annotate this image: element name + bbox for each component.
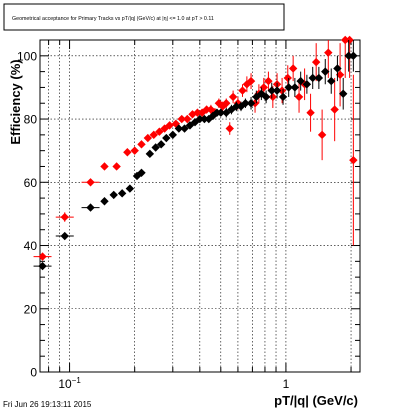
data-point bbox=[284, 83, 293, 92]
data-point bbox=[306, 108, 315, 117]
data-point bbox=[264, 76, 273, 86]
data-point bbox=[317, 130, 327, 140]
data-point bbox=[311, 57, 321, 67]
data-point bbox=[294, 92, 304, 102]
data-point bbox=[327, 76, 336, 86]
data-point bbox=[109, 190, 118, 200]
data-point bbox=[137, 140, 146, 149]
data-point bbox=[314, 73, 324, 83]
data-point bbox=[195, 114, 205, 124]
data-point bbox=[277, 86, 287, 95]
y-tick-label: 20 bbox=[24, 302, 38, 316]
data-point bbox=[272, 86, 282, 95]
data-point bbox=[216, 108, 225, 117]
data-point bbox=[246, 76, 256, 86]
title-box bbox=[3, 3, 285, 31]
data-point bbox=[38, 261, 47, 271]
data-point bbox=[86, 178, 95, 187]
data-point bbox=[193, 108, 202, 117]
data-point bbox=[171, 119, 181, 128]
data-point bbox=[296, 76, 305, 86]
data-point bbox=[321, 67, 330, 76]
axes: 0 20 40 60 80 100 10−1 1 bbox=[17, 40, 360, 391]
data-point bbox=[241, 99, 250, 108]
data-point bbox=[345, 35, 354, 45]
data-point bbox=[162, 133, 171, 143]
data-point bbox=[137, 168, 146, 177]
data-point bbox=[278, 92, 288, 102]
data-point bbox=[151, 143, 160, 152]
data-point bbox=[349, 51, 358, 61]
data-point bbox=[283, 73, 292, 83]
data-point bbox=[100, 197, 109, 206]
data-point bbox=[222, 99, 231, 108]
data-point bbox=[200, 114, 209, 124]
data-point bbox=[145, 149, 155, 159]
data-point bbox=[333, 64, 342, 73]
data-point bbox=[165, 121, 174, 130]
data-point bbox=[261, 92, 271, 102]
data-point bbox=[290, 83, 300, 92]
data-point bbox=[225, 124, 234, 133]
data-point bbox=[268, 92, 278, 102]
data-point bbox=[267, 86, 276, 95]
data-point bbox=[123, 148, 132, 157]
y-tick-label: 60 bbox=[24, 176, 38, 190]
data-point bbox=[183, 114, 192, 124]
series-1 bbox=[33, 40, 358, 271]
data-point bbox=[339, 89, 348, 98]
data-point bbox=[246, 99, 256, 108]
y-tick-label: 0 bbox=[30, 366, 37, 380]
data-point bbox=[125, 184, 135, 193]
data-point bbox=[177, 114, 186, 124]
data-point bbox=[86, 203, 95, 212]
series-0 bbox=[33, 35, 358, 261]
data-point bbox=[130, 146, 139, 155]
data-point bbox=[202, 105, 211, 114]
data-point bbox=[228, 92, 238, 102]
data-point bbox=[156, 140, 166, 149]
data-point bbox=[233, 99, 243, 108]
data-point bbox=[324, 48, 333, 57]
data-point bbox=[149, 130, 158, 140]
data-point bbox=[180, 124, 189, 133]
data-point bbox=[308, 73, 317, 83]
data-point bbox=[218, 102, 227, 111]
data-point bbox=[188, 110, 197, 119]
data-point bbox=[168, 130, 177, 140]
data-point bbox=[60, 231, 69, 241]
x-tick-label: 1 bbox=[283, 377, 290, 391]
footer-timestamp: Fri Jun 26 19:13:11 2015 bbox=[3, 400, 92, 409]
data-point bbox=[288, 64, 298, 73]
data-point bbox=[335, 70, 345, 79]
data-point bbox=[341, 35, 350, 45]
chart-title: Geometrical acceptance for Primary Track… bbox=[12, 16, 214, 22]
data-point bbox=[349, 155, 358, 165]
data-point bbox=[330, 105, 339, 114]
data-point bbox=[232, 102, 241, 111]
x-axis-label: pT/|q| (GeV/c) bbox=[274, 393, 358, 408]
data-points bbox=[33, 35, 358, 271]
data-point bbox=[185, 121, 195, 130]
y-tick-label: 40 bbox=[24, 239, 38, 253]
data-point bbox=[112, 162, 121, 171]
y-tick-label: 80 bbox=[24, 113, 38, 127]
data-point bbox=[238, 86, 247, 95]
data-point bbox=[38, 252, 47, 261]
data-point bbox=[143, 133, 153, 143]
data-point bbox=[344, 51, 353, 61]
data-point bbox=[117, 189, 127, 198]
y-tick-label: 100 bbox=[17, 49, 37, 63]
y-axis-label: Efficiency (%) bbox=[8, 59, 23, 144]
data-point bbox=[60, 212, 69, 222]
data-point bbox=[174, 124, 184, 133]
x-tick-label: 10−1 bbox=[58, 376, 81, 391]
data-point bbox=[302, 80, 312, 89]
data-point bbox=[100, 162, 109, 171]
data-point bbox=[155, 127, 164, 136]
